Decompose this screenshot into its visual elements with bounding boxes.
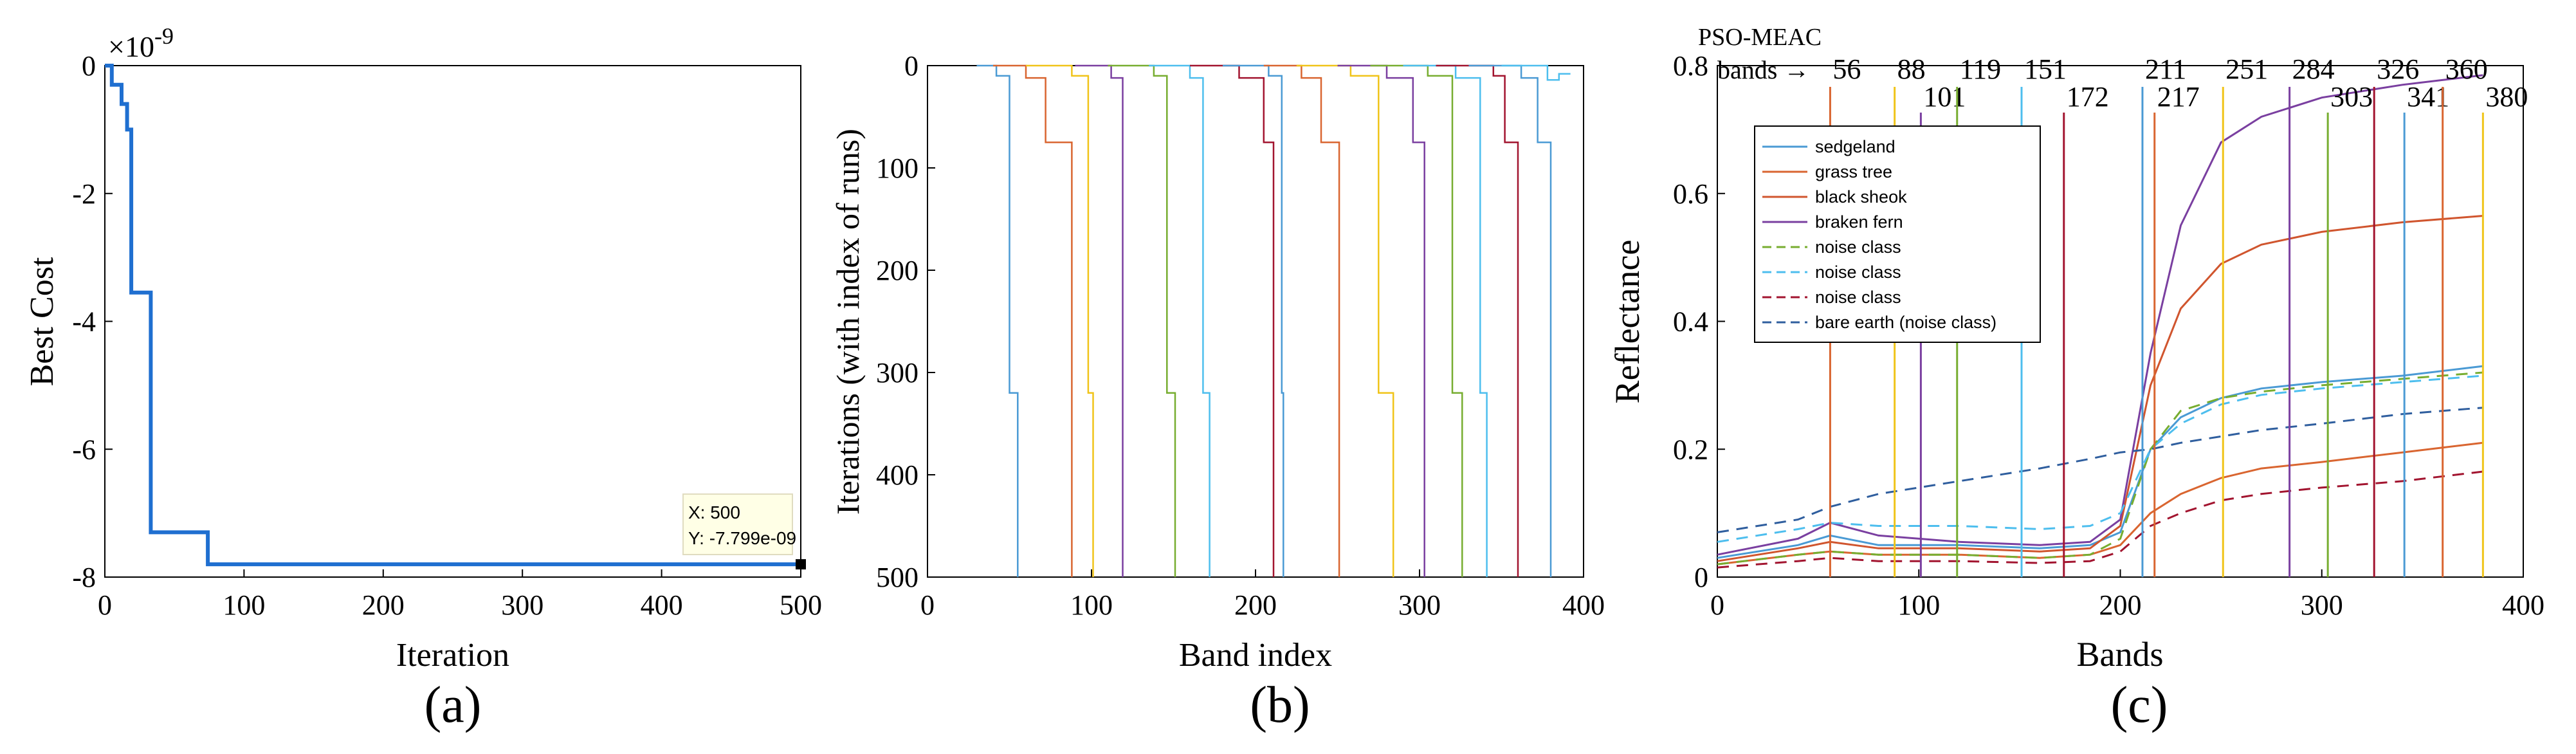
legend-label-7: bare earth (noise class): [1815, 313, 1996, 332]
panel-b-ytick-label: 100: [876, 152, 918, 184]
legend-label-6: noise class: [1815, 288, 1901, 307]
panel-a-ytick-label: 0: [82, 50, 96, 82]
panel-b-ytick-label: 500: [876, 562, 918, 593]
panel-c-ytick-label: 0.6: [1673, 178, 1708, 210]
panel-a-exponent: ×10-9: [108, 23, 174, 63]
panel-a-ytick-label: -4: [72, 306, 96, 338]
spectrum-line-0: [1717, 365, 2483, 559]
panel-a-xlabel: Iteration: [396, 637, 509, 674]
panel-a-xtick-label: 400: [641, 589, 683, 621]
spectrum-line-7: [1717, 407, 2483, 533]
datatip-x: X: 500: [688, 502, 740, 522]
datatip-box: [682, 493, 793, 555]
spectrum-line-3: [1717, 74, 2483, 556]
panel-c-ylabel: Reflectance: [1608, 240, 1647, 404]
panel-c-xtick-label: 100: [1897, 589, 1940, 621]
legend-box: [1754, 125, 2041, 343]
selected-band-label-211: 211: [2145, 53, 2186, 85]
panel-a-xtick-label: 100: [223, 589, 265, 621]
panel-b-ytick-label: 0: [904, 50, 918, 82]
selected-band-label-360: 360: [2445, 53, 2488, 85]
legend-label-5: noise class: [1815, 262, 1901, 282]
band-trace-b5: [1108, 64, 1176, 577]
selected-band-label-151: 151: [2024, 53, 2067, 85]
panel-a-xtick-label: 300: [501, 589, 544, 621]
legend-label-0: sedgeland: [1815, 137, 1895, 156]
panel-a-xtick-label: 200: [362, 589, 405, 621]
panel-b-xlabel: Band index: [1179, 637, 1332, 674]
band-trace-b9: [1263, 64, 1340, 577]
panel-b-ytick-label: 400: [876, 459, 918, 491]
panel-a-ylabel: Best Cost: [24, 257, 60, 386]
panel-b-band-index-chart: 0 100 200 300 400 0 100 200 300 400 500 Band index…: [830, 50, 1605, 733]
panel-a-best-cost-chart: 0 100 200 300 400 500 0 -2 -4 -6 -8 ×10-9 Iteratio…: [24, 23, 822, 733]
spectrum-line-5: [1717, 374, 2483, 543]
panel-c-ytick-label: 0: [1694, 562, 1708, 593]
panel-a-ytick-label: -8: [72, 562, 96, 593]
panel-c-xtick-label: 0: [1710, 589, 1724, 621]
panel-a-datatip[interactable]: X: 500 Y: -7.799e-09: [682, 493, 806, 570]
band-trace-b6: [1149, 64, 1210, 577]
panel-b-ytick-label: 200: [876, 255, 918, 286]
band-trace-b10: [1296, 64, 1394, 577]
panel-b-xtick-label: 100: [1070, 589, 1113, 621]
panel-c-ytick-label: 0.2: [1673, 434, 1708, 465]
panel-b-xtick-label: 200: [1234, 589, 1277, 621]
datatip-y: Y: -7.799e-09: [688, 528, 796, 548]
selected-band-label-88: 88: [1897, 53, 1926, 85]
selected-band-label-217: 217: [2157, 81, 2200, 113]
panel-a-xtick-label: 0: [98, 589, 112, 621]
panel-b-label: (b): [1250, 677, 1310, 733]
legend-label-2: black sheok: [1815, 187, 1907, 207]
band-trace-b11: [1337, 64, 1425, 577]
panel-b-xtick-label: 300: [1398, 589, 1441, 621]
best-cost-line: [105, 64, 801, 567]
spectrum-line-1: [1717, 441, 2483, 566]
legend-label-1: grass tree: [1815, 162, 1892, 181]
panel-b-xtick-label: 400: [1562, 589, 1605, 621]
legend-label-3: braken fern: [1815, 212, 1903, 232]
panel-b-ytick-label: 300: [876, 357, 918, 389]
panel-c-xtick-label: 300: [2301, 589, 2343, 621]
panel-c-label: (c): [2111, 677, 2168, 733]
panel-c-xtick-label: 200: [2099, 589, 2142, 621]
legend-label-4: noise class: [1815, 237, 1901, 257]
panel-a-label: (a): [425, 677, 482, 733]
selected-band-label-172: 172: [2067, 81, 2109, 113]
spectrum-line-2: [1717, 215, 2483, 562]
panel-c-bands-label: bands →: [1717, 55, 1809, 84]
selected-band-label-251: 251: [2225, 53, 2268, 85]
selected-band-label-303: 303: [2330, 81, 2373, 113]
panel-a-ytick-label: -6: [72, 434, 96, 465]
band-trace-b2: [993, 64, 1073, 577]
panel-c-xlabel: Bands: [2077, 635, 2164, 674]
selected-band-label-380: 380: [2485, 81, 2528, 113]
panel-b-plot-area: [927, 65, 1584, 578]
panel-b-xtick-label: 0: [920, 589, 935, 621]
panel-b-ylabel: Iterations (with index of runs): [830, 129, 866, 515]
panel-c-legend: sedgeland grass tree black sheok braken fer…: [1754, 125, 2041, 343]
panel-c-ytick-label: 0.4: [1673, 306, 1708, 338]
panel-c-ytick-label: 0.8: [1673, 50, 1708, 82]
selected-band-label-56: 56: [1832, 53, 1861, 85]
spectrum-line-6: [1717, 470, 2483, 569]
panel-a-ytick-label: -2: [72, 178, 96, 210]
selected-band-label-326: 326: [2377, 53, 2419, 85]
spectrum-line-4: [1717, 371, 2483, 566]
band-trace-b1: [976, 64, 1019, 577]
band-trace-b4: [1075, 64, 1124, 577]
panel-c-title: PSO-MEAC: [1698, 24, 1822, 51]
datatip-marker: [796, 559, 806, 570]
panel-c-xtick-label: 400: [2502, 589, 2544, 621]
selected-band-label-284: 284: [2292, 53, 2335, 85]
band-trace-b14: [1436, 64, 1519, 577]
band-trace-b16: [1501, 64, 1571, 81]
band-trace-b3: [1026, 64, 1094, 577]
selected-band-label-119: 119: [1960, 53, 2001, 85]
panel-a-xtick-label: 500: [780, 589, 822, 621]
selected-band-label-101: 101: [1923, 81, 1966, 113]
